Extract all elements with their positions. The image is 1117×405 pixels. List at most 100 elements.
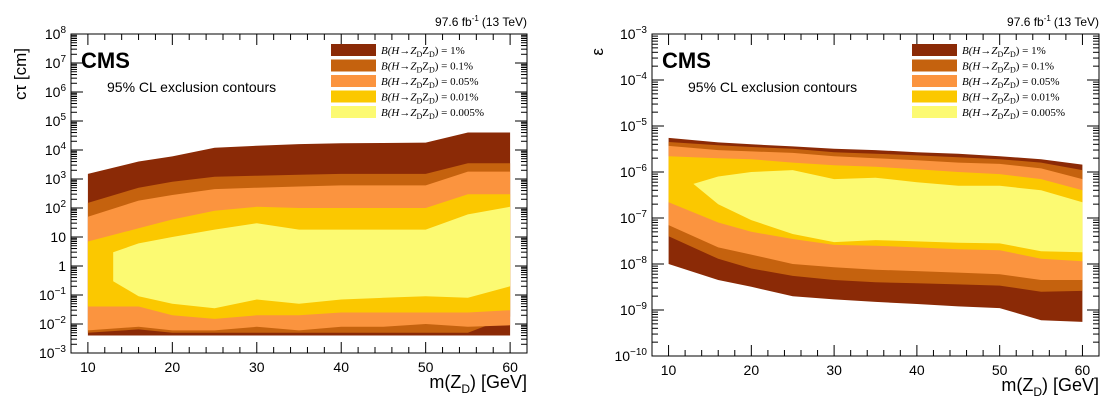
y-tick-base: 10	[45, 26, 61, 42]
legend-entry-sub: D	[997, 66, 1003, 75]
y-tick-exponent: −9	[636, 301, 648, 312]
legend-entry-sub: D	[997, 112, 1003, 121]
experiment-label: CMS	[81, 48, 130, 73]
y-tick-label: 10−7	[620, 209, 647, 226]
lumi-value: 97.6 fb	[1007, 15, 1044, 29]
y-tick-base: 10	[45, 55, 61, 71]
x-tick-label: 40	[333, 359, 349, 375]
legend-entry-prefix: B(H→Z	[962, 107, 998, 119]
y-tick-exponent: −10	[630, 347, 647, 358]
annotation-label: 95% CL exclusion contours	[688, 79, 857, 95]
legend-swatch	[912, 59, 957, 72]
x-tick-label: 10	[80, 359, 96, 375]
legend-entry-sub: D	[997, 81, 1003, 90]
legend-entry: B(H→ZDZD) = 0.01%	[381, 92, 479, 106]
legend-swatch	[912, 75, 957, 87]
y-tick-exponent: −3	[55, 344, 67, 355]
x-axis-title-unit: ) [GeV]	[1042, 375, 1099, 395]
y-tick-label: 10−3	[620, 25, 647, 42]
legend-swatch	[331, 59, 376, 72]
y-tick-base: 10	[39, 345, 55, 361]
contour-band-0p005pct	[693, 170, 1083, 253]
x-axis-title: m(ZD) [GeV]	[429, 372, 527, 396]
legend-entry-value: ) = 0.005%	[435, 107, 484, 119]
y-tick-exponent: −2	[55, 315, 67, 326]
annotation-label: 95% CL exclusion contours	[107, 79, 276, 95]
x-axis-title-sub: D	[1033, 385, 1042, 399]
legend-swatch	[912, 90, 957, 103]
y-tick-label: 10−9	[620, 301, 647, 318]
x-tick-label: 50	[418, 359, 434, 375]
legend-entry-prefix: B(H→Z	[962, 92, 998, 104]
y-tick-exponent: 3	[60, 170, 66, 181]
y-tick-label: 102	[45, 199, 67, 216]
legend-entry-prefix: B(H→Z	[381, 45, 417, 57]
y-tick-label: 104	[45, 141, 67, 158]
y-tick-exponent: 8	[60, 25, 66, 36]
x-tick-label: 20	[744, 362, 760, 378]
y-tick-base: 10	[620, 256, 636, 272]
legend-entry-sub: D	[416, 81, 422, 90]
x-tick-label: 20	[165, 359, 181, 375]
y-tick-exponent: 4	[60, 141, 66, 152]
legend-entry: B(H→ZDZD) = 0.05%	[962, 76, 1060, 90]
y-tick-exponent: −8	[636, 255, 648, 266]
legend-entry-prefix: B(H→Z	[381, 107, 417, 119]
contour-areas	[668, 137, 1083, 322]
legend-entry-sub: D	[429, 66, 435, 75]
y-tick-base: 10	[45, 200, 61, 216]
y-tick-base: 1	[58, 258, 66, 274]
legend-entry: B(H→ZDZD) = 1%	[381, 45, 465, 59]
legend-entry-value: ) = 0.01%	[1016, 92, 1060, 104]
legend-entry-value: ) = 1%	[1016, 45, 1046, 57]
legend-entry-sub: D	[416, 66, 422, 75]
legend-entry-z: Z	[1003, 45, 1010, 57]
y-tick-label: 10−5	[620, 117, 647, 134]
legend-swatch	[912, 44, 957, 56]
x-axis-title-unit: ) [GeV]	[470, 372, 527, 392]
legend-entry-sub: D	[1010, 81, 1016, 90]
x-tick-label: 60	[1075, 362, 1091, 378]
x-tick-label: 30	[826, 362, 842, 378]
legend-entry-prefix: B(H→Z	[962, 76, 998, 88]
chart-panel-2: 10 20 30 40 50 6010−1010−910−810−710−610−510−…	[588, 14, 1100, 399]
legend-entry-sub: D	[997, 50, 1003, 59]
legend-entry: B(H→ZDZD) = 0.1%	[962, 61, 1054, 75]
plot-frame	[70, 33, 528, 354]
legend-entry-sub: D	[416, 97, 422, 106]
legend-entry-prefix: B(H→Z	[381, 61, 417, 73]
y-tick-base: 10	[620, 302, 636, 318]
x-tick-label: 60	[502, 359, 518, 375]
legend-entry-z: Z	[1003, 107, 1010, 119]
y-tick-base: 10	[45, 142, 61, 158]
legend-entry-sub: D	[1010, 66, 1016, 75]
y-axis-title: cτ [cm]	[11, 48, 30, 100]
legend-entry-z: Z	[422, 92, 429, 104]
legend-entry-value: ) = 1%	[435, 45, 465, 57]
y-tick-base: 10	[50, 229, 66, 245]
y-tick-exponent: −7	[636, 209, 648, 220]
y-tick-base: 10	[620, 26, 636, 42]
y-tick-exponent: 2	[60, 199, 66, 210]
y-tick-label: 10−3	[39, 344, 66, 361]
contour-areas	[87, 132, 511, 336]
legend-swatch	[331, 75, 376, 87]
lumi-exponent: -1	[1044, 14, 1052, 23]
legend-entry-z: Z	[1003, 76, 1010, 88]
x-axis-title-sub: D	[461, 382, 470, 396]
legend-entry-prefix: B(H→Z	[381, 92, 417, 104]
y-axis-title: ε	[588, 48, 607, 56]
y-tick-base: 10	[620, 72, 636, 88]
y-tick-label: 107	[45, 54, 67, 71]
plot-frame	[651, 33, 1100, 357]
legend-entry: B(H→ZDZD) = 0.005%	[381, 107, 484, 121]
legend-entry-sub: D	[429, 97, 435, 106]
legend-entry-sub: D	[1010, 97, 1016, 106]
legend-entry-sub: D	[1010, 50, 1016, 59]
x-tick-label: 40	[909, 362, 925, 378]
legend-entry-z: Z	[1003, 61, 1010, 73]
y-tick-exponent: −1	[55, 286, 67, 297]
legend-entry-z: Z	[422, 107, 429, 119]
y-tick-base: 10	[620, 164, 636, 180]
